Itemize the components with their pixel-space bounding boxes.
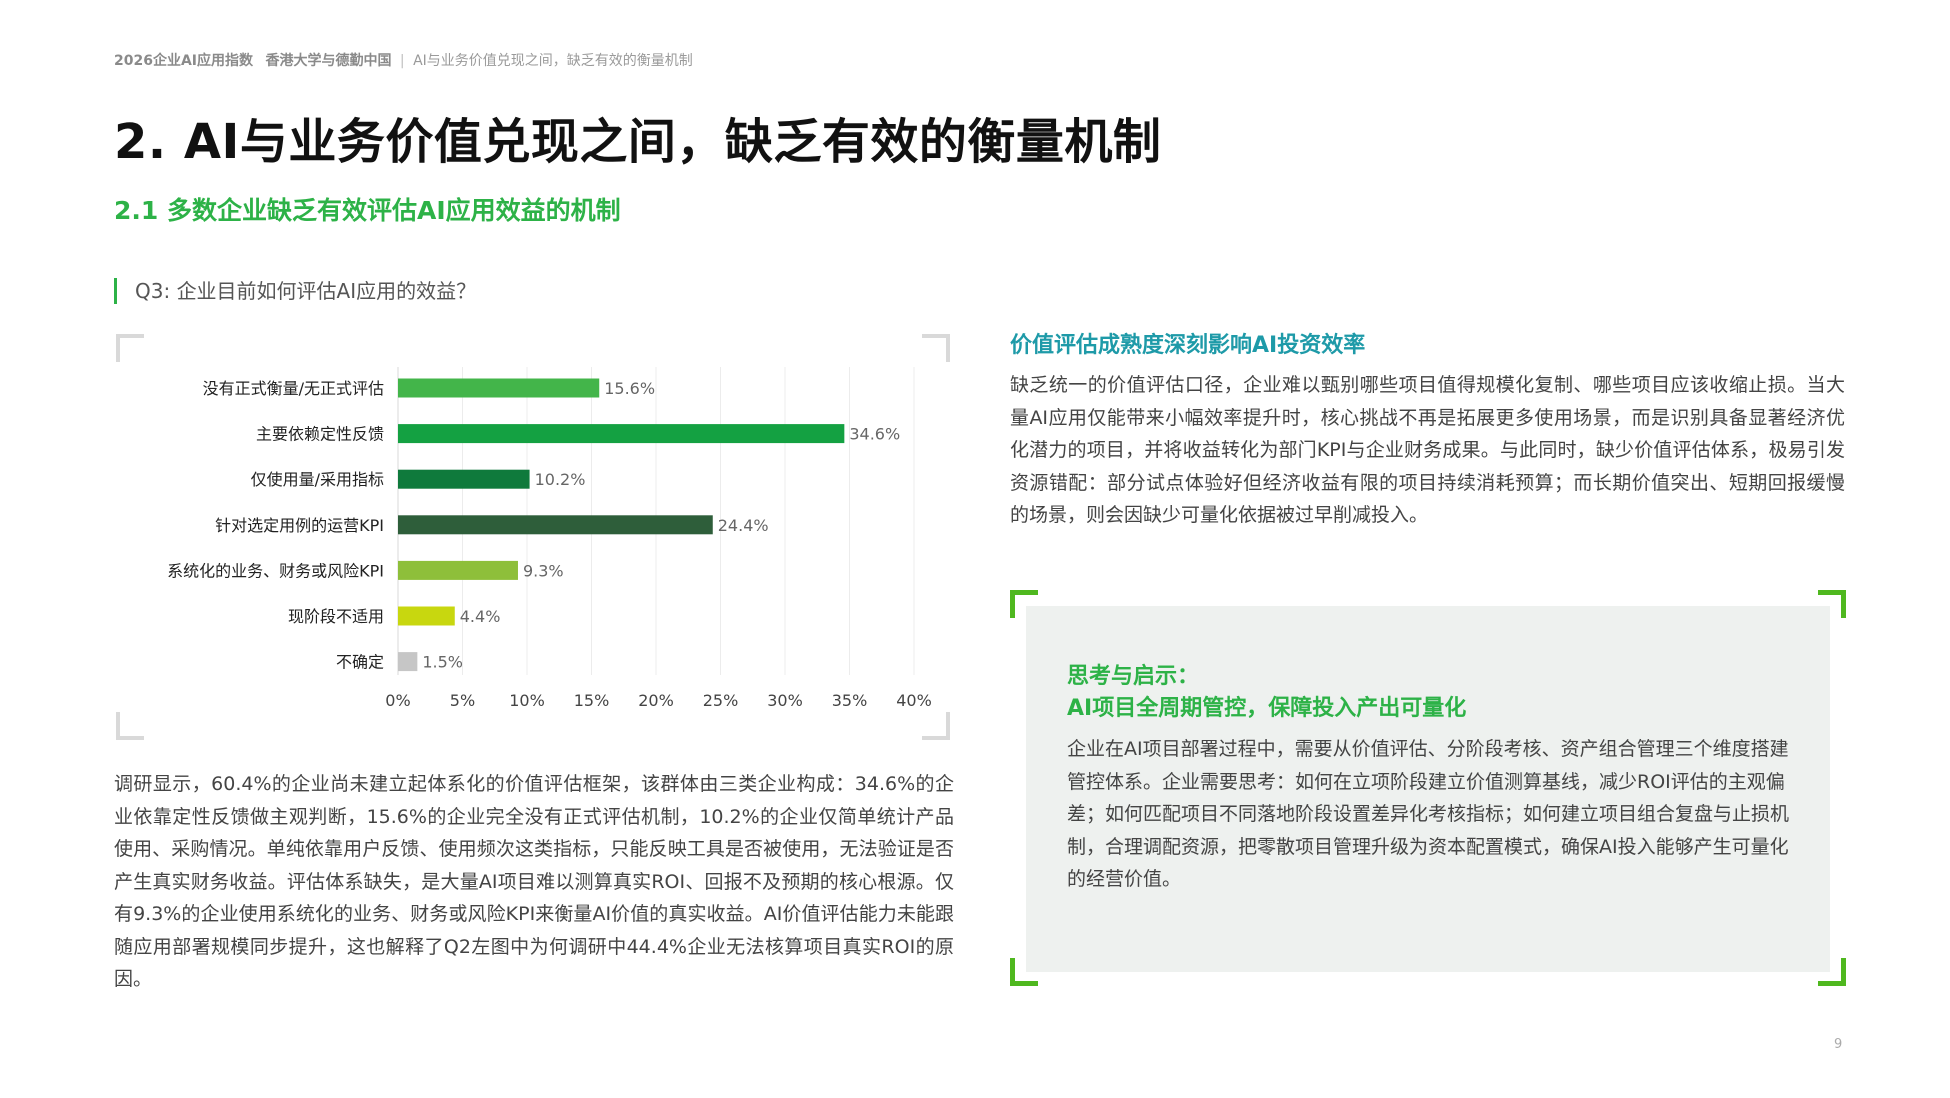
insight-paragraph: 企业在AI项目部署过程中，需要从价值评估、分阶段考核、资产组合管理三个维度搭建管… [1067, 738, 1790, 890]
category-label: 主要依赖定性反馈 [256, 425, 384, 444]
x-tick-label: 0% [385, 691, 410, 710]
page-number: 9 [1834, 1037, 1843, 1052]
category-label: 不确定 [336, 653, 384, 672]
right-paragraph: 缺乏统一的价值评估口径，企业难以甄别哪些项目值得规模化复制、哪些项目应该收缩止损… [1010, 374, 1845, 526]
header-section: AI与业务价值兑现之间，缺乏有效的衡量机制 [413, 53, 693, 69]
right-heading: 价值评估成熟度深刻影响AI投资效率 [1010, 333, 1366, 358]
data-label: 1.5% [422, 653, 463, 672]
bar [398, 515, 713, 535]
bar [398, 560, 518, 580]
chart-question: Q3: 企业目前如何评估AI应用的效益？ [114, 278, 476, 304]
insight-frame-corner [1010, 958, 1038, 986]
header-brand: 2026企业AI应用指数 [114, 53, 254, 69]
x-tick-label: 25% [703, 691, 739, 710]
category-label: 没有正式衡量/无正式评估 [203, 379, 384, 398]
x-tick-label: 35% [832, 691, 868, 710]
x-tick-label: 10% [509, 691, 545, 710]
insight-frame-corner [1010, 590, 1038, 618]
insight-box [1026, 606, 1830, 972]
insight-title: 思考与启示： [1067, 664, 1200, 689]
data-label: 9.3% [523, 561, 564, 580]
data-label: 34.6% [849, 425, 900, 444]
category-label: 针对选定用例的运营KPI [215, 516, 384, 535]
category-label: 仅使用量/采用指标 [251, 470, 384, 489]
category-label: 系统化的业务、财务或风险KPI [167, 561, 384, 580]
chart-frame-corner [922, 334, 950, 362]
bar [398, 606, 455, 626]
insight-subtitle: AI项目全周期管控，保障投入产出可量化 [1067, 696, 1467, 721]
x-tick-label: 30% [767, 691, 803, 710]
page-title: 2. AI与业务价值兑现之间，缺乏有效的衡量机制 [114, 114, 1162, 170]
bar [398, 424, 845, 444]
data-label: 24.4% [718, 516, 769, 535]
header-separator: | [399, 53, 405, 69]
chart-frame-corner [922, 712, 950, 740]
bar [398, 652, 418, 672]
bar [398, 469, 530, 489]
category-label: 现阶段不适用 [288, 607, 384, 626]
insight-frame-corner [1818, 958, 1846, 986]
data-label: 4.4% [460, 607, 501, 626]
body-paragraph: 调研显示，60.4%的企业尚未建立起体系化的价值评估框架，该群体由三类企业构成：… [114, 773, 954, 990]
running-header: 2026企业AI应用指数 香港大学与德勤中国 | AI与业务价值兑现之间，缺乏有… [114, 50, 693, 70]
data-label: 10.2% [535, 470, 586, 489]
x-tick-label: 5% [450, 691, 475, 710]
chart-frame-corner [116, 334, 144, 362]
insight-frame-corner [1818, 590, 1846, 618]
data-label: 15.6% [604, 379, 655, 398]
bar [398, 378, 600, 398]
x-tick-label: 15% [574, 691, 610, 710]
chart-frame-corner [116, 712, 144, 740]
x-tick-label: 40% [896, 691, 932, 710]
section-title: 2.1 多数企业缺乏有效评估AI应用效益的机制 [114, 196, 621, 225]
bar-chart: 0% 5% 10% 15% 20% 25% 30% 35% 40% 没有正式衡量/无正式评估 15.… [167, 367, 932, 710]
header-partners: 香港大学与德勤中国 [265, 53, 392, 69]
x-tick-label: 20% [638, 691, 674, 710]
